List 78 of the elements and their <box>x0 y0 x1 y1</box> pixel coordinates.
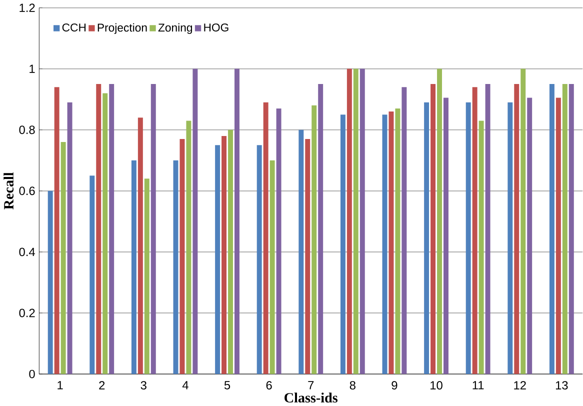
bar <box>514 84 520 374</box>
x-tick-label: 5 <box>224 381 230 390</box>
y-tick-label: 0.4 <box>19 248 35 256</box>
bar <box>478 120 484 374</box>
y-tick-label: 0.2 <box>19 308 35 318</box>
bar <box>144 178 150 374</box>
bar <box>312 105 317 374</box>
bar <box>263 102 268 374</box>
x-tick-label: 4 <box>182 381 188 390</box>
x-tick-label: 7 <box>308 381 314 390</box>
legend-label: Zoning <box>158 23 192 34</box>
legend-label: HOG <box>204 23 228 32</box>
bar <box>256 145 262 374</box>
x-tick-label: 2 <box>99 381 105 390</box>
bar <box>549 84 554 374</box>
bar <box>234 68 240 374</box>
bar <box>556 98 561 374</box>
bar <box>90 176 95 374</box>
bar <box>173 160 178 374</box>
bar <box>437 68 442 374</box>
x-tick-label: 9 <box>392 381 398 390</box>
x-tick-label: 6 <box>266 381 272 390</box>
bar <box>353 68 358 374</box>
bar <box>215 145 220 374</box>
bar <box>150 84 156 374</box>
bar <box>485 84 490 374</box>
bar <box>96 84 102 374</box>
bar <box>508 102 513 374</box>
x-tick-label: 13 <box>556 381 568 390</box>
y-tick-label: 0.6 <box>19 186 35 196</box>
bar <box>340 114 346 374</box>
bar <box>430 84 436 374</box>
bar <box>222 136 227 374</box>
bar <box>382 114 388 374</box>
bar <box>568 84 574 374</box>
bar <box>276 108 282 374</box>
x-tick-label: 8 <box>350 381 356 390</box>
legend-label: Projection <box>98 23 147 34</box>
x-tick-label: 10 <box>430 381 442 390</box>
bar <box>180 138 185 374</box>
legend-label: CCH <box>62 23 86 32</box>
bar <box>138 118 143 374</box>
x-tick-label: 1 <box>58 381 63 390</box>
bar <box>402 87 407 374</box>
bar <box>60 142 66 374</box>
y-tick-label: 0 <box>29 370 35 378</box>
bar <box>305 138 310 374</box>
bar <box>346 68 352 374</box>
bar <box>186 120 192 374</box>
bar <box>424 102 430 374</box>
bar <box>67 102 72 374</box>
bar <box>54 87 60 374</box>
bar <box>466 102 471 374</box>
bar <box>360 68 365 374</box>
bar <box>444 98 448 374</box>
bar <box>109 84 114 374</box>
bar <box>395 108 400 374</box>
x-axis-title: Class-ids <box>284 392 338 402</box>
y-tick-label: 1 <box>30 64 35 73</box>
bar <box>270 160 275 374</box>
bar <box>131 160 136 374</box>
bar <box>472 87 478 374</box>
bar <box>520 68 526 374</box>
y-tick-label: 0.8 <box>19 126 35 134</box>
bar <box>48 190 53 374</box>
x-tick-label: 11 <box>472 381 484 390</box>
bar <box>298 130 304 374</box>
bar <box>102 93 108 374</box>
y-axis-title: Recall <box>4 172 14 210</box>
bar <box>228 130 233 374</box>
bar <box>318 84 324 374</box>
bar <box>388 111 394 374</box>
bar <box>527 98 532 374</box>
y-tick-label: 1.2 <box>20 4 35 12</box>
bar <box>192 68 198 374</box>
bar <box>562 84 568 374</box>
x-tick-label: 12 <box>514 381 526 390</box>
x-tick-label: 3 <box>140 381 146 390</box>
